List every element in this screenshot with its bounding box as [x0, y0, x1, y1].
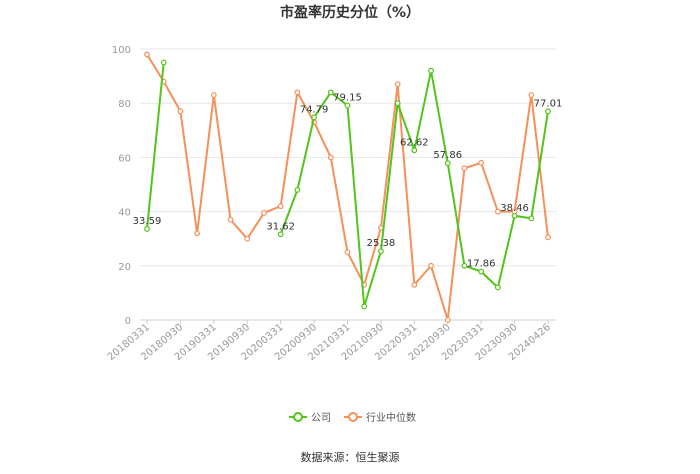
legend-label: 公司 — [311, 413, 331, 424]
data-label: 77.01 — [534, 98, 563, 109]
chart-title: 市盈率历史分位（%） — [280, 4, 420, 21]
data-point — [378, 248, 384, 255]
data-point — [311, 114, 317, 121]
data-point — [511, 212, 518, 219]
legend-item-industry-median[interactable]: 行业中位数 — [344, 411, 416, 424]
y-tick-label: 60 — [118, 153, 131, 164]
y-tick-label: 0 — [125, 316, 131, 327]
data-point — [478, 159, 485, 166]
data-point — [428, 67, 434, 74]
data-point — [478, 268, 485, 275]
legend-item-company[interactable]: 公司 — [289, 412, 331, 424]
data-point — [277, 203, 284, 210]
legend-marker — [293, 412, 303, 422]
source-text: 数据来源：恒生聚源 — [301, 450, 400, 464]
series-industry-median — [144, 51, 551, 323]
data-label: 31.62 — [266, 221, 295, 232]
data-point — [160, 59, 167, 66]
y-tick-label: 80 — [118, 99, 131, 110]
data-point — [444, 160, 451, 167]
data-label: 79.15 — [333, 93, 362, 104]
legend-marker — [348, 412, 358, 422]
data-point — [545, 234, 551, 241]
data-label: 33.59 — [133, 216, 162, 227]
data-point — [327, 154, 334, 161]
data-point — [528, 215, 535, 222]
data-point — [411, 281, 418, 288]
data-point — [444, 317, 451, 323]
data-label: 57.86 — [433, 150, 462, 161]
data-point — [227, 216, 234, 223]
legend-label: 行业中位数 — [366, 411, 416, 424]
y-tick-label: 20 — [118, 262, 131, 273]
data-label: 62.62 — [400, 137, 429, 148]
data-point — [144, 226, 150, 232]
data-point — [261, 210, 267, 216]
legend[interactable]: 公司 行业中位数 — [289, 411, 416, 424]
data-label: 74.79 — [300, 104, 329, 115]
y-axis: 0 20 40 60 80 100 — [112, 45, 131, 327]
data-point — [494, 284, 501, 291]
data-point — [144, 51, 150, 58]
data-point — [394, 100, 401, 107]
data-point — [294, 89, 301, 96]
data-point — [294, 187, 301, 193]
series-group — [144, 51, 551, 323]
data-point — [494, 208, 501, 215]
y-tick-label: 40 — [118, 208, 131, 219]
data-point — [411, 147, 418, 154]
data-point — [461, 262, 468, 269]
series-company — [144, 59, 551, 310]
data-point — [277, 231, 284, 238]
data-point — [344, 102, 351, 109]
data-point — [244, 235, 251, 242]
data-point — [394, 81, 401, 88]
data-label: 17.86 — [467, 259, 496, 270]
data-point — [528, 92, 535, 98]
data-labels: 33.59 31.62 74.79 79.15 25.38 62.62 57.86 17.86… — [133, 93, 563, 270]
data-point — [361, 303, 368, 310]
x-axis: 2018033120180930201903312019093020200331… — [106, 320, 553, 363]
data-point — [194, 230, 201, 237]
data-point — [327, 89, 334, 96]
data-point — [428, 262, 434, 269]
data-point — [461, 165, 468, 172]
data-point — [210, 92, 217, 98]
data-point — [177, 108, 184, 115]
data-label: 25.38 — [367, 238, 396, 249]
y-tick-label: 100 — [112, 45, 131, 56]
data-point — [344, 249, 351, 256]
data-point — [545, 108, 551, 115]
data-label: 38.46 — [500, 203, 529, 214]
